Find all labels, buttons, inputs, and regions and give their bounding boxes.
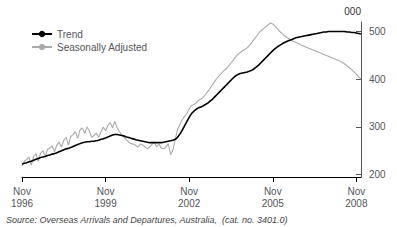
svg-text:200: 200 xyxy=(369,169,386,180)
svg-text:Nov: Nov xyxy=(180,186,198,197)
svg-text:1996: 1996 xyxy=(11,198,34,209)
svg-text:000: 000 xyxy=(344,6,361,17)
svg-text:Nov: Nov xyxy=(97,186,115,197)
svg-text:Nov: Nov xyxy=(347,186,365,197)
svg-text:Trend: Trend xyxy=(57,29,83,40)
svg-text:2008: 2008 xyxy=(345,198,368,209)
svg-text:Nov: Nov xyxy=(264,186,282,197)
svg-text:1999: 1999 xyxy=(94,198,117,209)
svg-text:Seasonally Adjusted: Seasonally Adjusted xyxy=(57,42,147,53)
svg-text:Nov: Nov xyxy=(13,186,31,197)
svg-text:2002: 2002 xyxy=(178,198,201,209)
svg-text:400: 400 xyxy=(369,74,386,85)
svg-text:Source: Overseas Arrivals and: Source: Overseas Arrivals and Departures… xyxy=(6,215,287,225)
svg-text:300: 300 xyxy=(369,121,386,132)
svg-text:500: 500 xyxy=(369,26,386,37)
svg-text:2005: 2005 xyxy=(262,198,285,209)
